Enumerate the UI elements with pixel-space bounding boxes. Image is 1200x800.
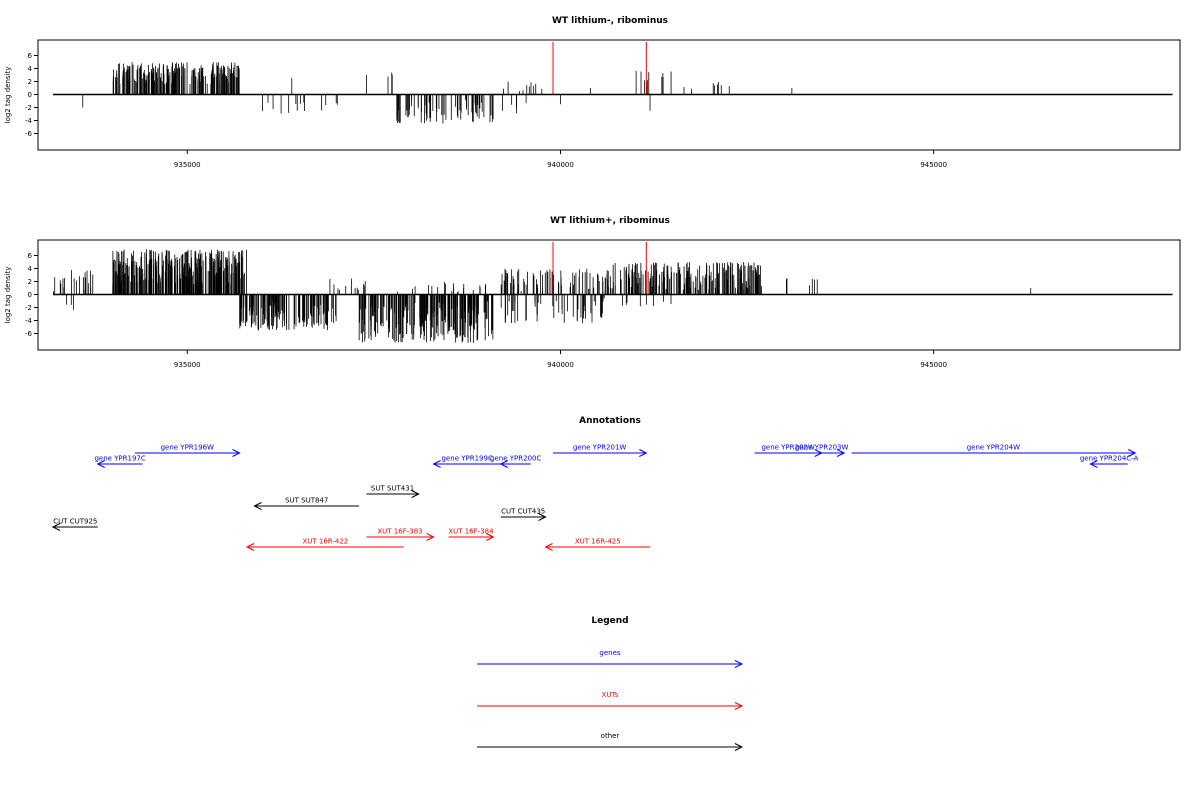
- track-panel-lithium-plus: WT lithium+, ribominus log2 tag density …: [4, 216, 1181, 369]
- annotation-feature: gene YPR204W: [851, 444, 1137, 457]
- x-tick-label: 940000: [547, 161, 574, 169]
- annotation-label: XUT 16R-422: [302, 538, 348, 546]
- annotation-feature: gene YPR203W: [795, 444, 848, 457]
- y-axis-label: log2 tag density: [4, 67, 12, 124]
- x-tick-label: 945000: [920, 361, 947, 369]
- y-tick-label: 4: [28, 265, 33, 273]
- annotation-label: XUT 16F-383: [377, 528, 422, 536]
- y-tick-label: -4: [25, 317, 33, 325]
- annotation-feature: gene YPR204C-A: [1080, 455, 1139, 468]
- annotation-label: gene YPR200C: [490, 455, 541, 463]
- annotation-label: gene YPR202W: [761, 444, 814, 452]
- arrow-head: [538, 513, 547, 521]
- panel-title: WT lithium+, ribominus: [550, 216, 670, 226]
- legend: Legend genes XUTs other: [477, 616, 744, 751]
- arrow-head: [245, 543, 255, 551]
- annotation-label: XUT 16R-425: [575, 538, 621, 546]
- annotation-feature: gene YPR200C: [490, 455, 541, 468]
- annotation-feature: SUT SUT431: [366, 485, 420, 498]
- density-bars: [53, 249, 1032, 343]
- arrow-head: [96, 460, 105, 468]
- y-tick-label: -6: [25, 130, 33, 138]
- panel-title: WT lithium-, ribominus: [552, 16, 668, 26]
- y-tick-label: 2: [28, 278, 32, 286]
- y-tick-label: 0: [28, 91, 32, 99]
- x-tick-label: 935000: [174, 361, 201, 369]
- y-tick-label: 6: [28, 252, 33, 260]
- annotation-label: SUT SUT431: [371, 485, 414, 493]
- y-tick-label: -2: [25, 304, 32, 312]
- arrow-head: [499, 460, 508, 468]
- y-axis: 6 4 2 0 -2 -4 -6: [25, 252, 38, 338]
- annotation-feature: XUT 16F-384: [448, 528, 495, 541]
- y-tick-label: 2: [28, 78, 32, 86]
- annotation-label: SUT SUT847: [285, 497, 328, 505]
- arrow-head: [734, 743, 744, 751]
- x-axis: 935000 940000 945000: [174, 150, 947, 169]
- y-tick-label: 0: [28, 291, 32, 299]
- annotation-feature: CUT CUT925: [51, 518, 98, 531]
- arrow-head: [51, 523, 61, 531]
- annotation-label: gene YPR201W: [573, 444, 626, 452]
- y-tick-label: -4: [25, 117, 33, 125]
- arrow-head: [411, 490, 420, 498]
- annotations-title: Annotations: [579, 416, 641, 426]
- annotation-feature: XUT 16R-425: [544, 538, 651, 551]
- highlight-lines: [552, 42, 647, 95]
- arrow-head: [232, 449, 241, 457]
- density-bars: [82, 62, 793, 124]
- arrow-head: [734, 660, 744, 668]
- arrow-head: [734, 702, 744, 710]
- arrow-head: [544, 543, 553, 551]
- annotation-label: XUT 16F-384: [448, 528, 494, 536]
- annotation-label: CUT CUT435: [501, 508, 545, 516]
- annotation-feature: gene YPR196W: [135, 444, 241, 457]
- legend-item: other: [477, 732, 744, 751]
- x-tick-label: 940000: [547, 361, 574, 369]
- annotation-feature: SUT SUT847: [253, 497, 359, 510]
- annotation-label: gene YPR196W: [161, 444, 214, 452]
- annotation-label: gene YPR204C-A: [1080, 455, 1139, 463]
- y-axis-label: log2 tag density: [4, 267, 12, 324]
- legend-label: other: [601, 732, 620, 740]
- arrow-head: [836, 449, 846, 457]
- arrow-head: [486, 533, 495, 541]
- arrow-head: [1127, 449, 1137, 457]
- arrow-head: [639, 449, 648, 457]
- arrow-head: [1089, 460, 1098, 468]
- annotation-feature: XUT 16F-383: [366, 528, 435, 541]
- annotation-feature: gene YPR197C: [94, 455, 146, 468]
- annotation-label: CUT CUT925: [53, 518, 97, 526]
- x-axis: 935000 940000 945000: [174, 350, 947, 369]
- annotation-label: gene YPR199C: [442, 455, 493, 463]
- annotation-feature: CUT CUT435: [500, 508, 547, 521]
- legend-label: genes: [599, 649, 620, 657]
- arrow-head: [253, 502, 262, 510]
- annotation-feature: XUT 16R-422: [245, 538, 404, 551]
- highlight-lines: [552, 242, 647, 295]
- y-axis: 6 4 2 0 -2 -4 -6: [25, 52, 38, 138]
- arrow-head: [432, 460, 441, 468]
- arrow-head: [426, 533, 435, 541]
- y-tick-label: -6: [25, 330, 33, 338]
- annotation-track: Annotations gene YPR196W gene YPR197C gene…: [51, 416, 1139, 551]
- annotation-label: gene YPR197C: [94, 455, 145, 463]
- legend-label: XUTs: [602, 691, 619, 699]
- y-tick-label: 4: [28, 65, 33, 73]
- y-tick-label: 6: [28, 52, 33, 60]
- annotation-label: gene YPR204W: [967, 444, 1020, 452]
- legend-item: genes: [477, 649, 744, 668]
- track-panel-lithium-minus: WT lithium-, ribominus log2 tag density …: [4, 16, 1181, 169]
- annotation-feature: gene YPR199C: [432, 455, 501, 468]
- legend-title: Legend: [591, 616, 628, 626]
- annotation-label: gene YPR203W: [795, 444, 848, 452]
- x-tick-label: 935000: [174, 161, 201, 169]
- x-tick-label: 945000: [920, 161, 947, 169]
- annotation-feature: gene YPR201W: [553, 444, 648, 457]
- legend-item: XUTs: [477, 691, 744, 710]
- y-tick-label: -2: [25, 104, 32, 112]
